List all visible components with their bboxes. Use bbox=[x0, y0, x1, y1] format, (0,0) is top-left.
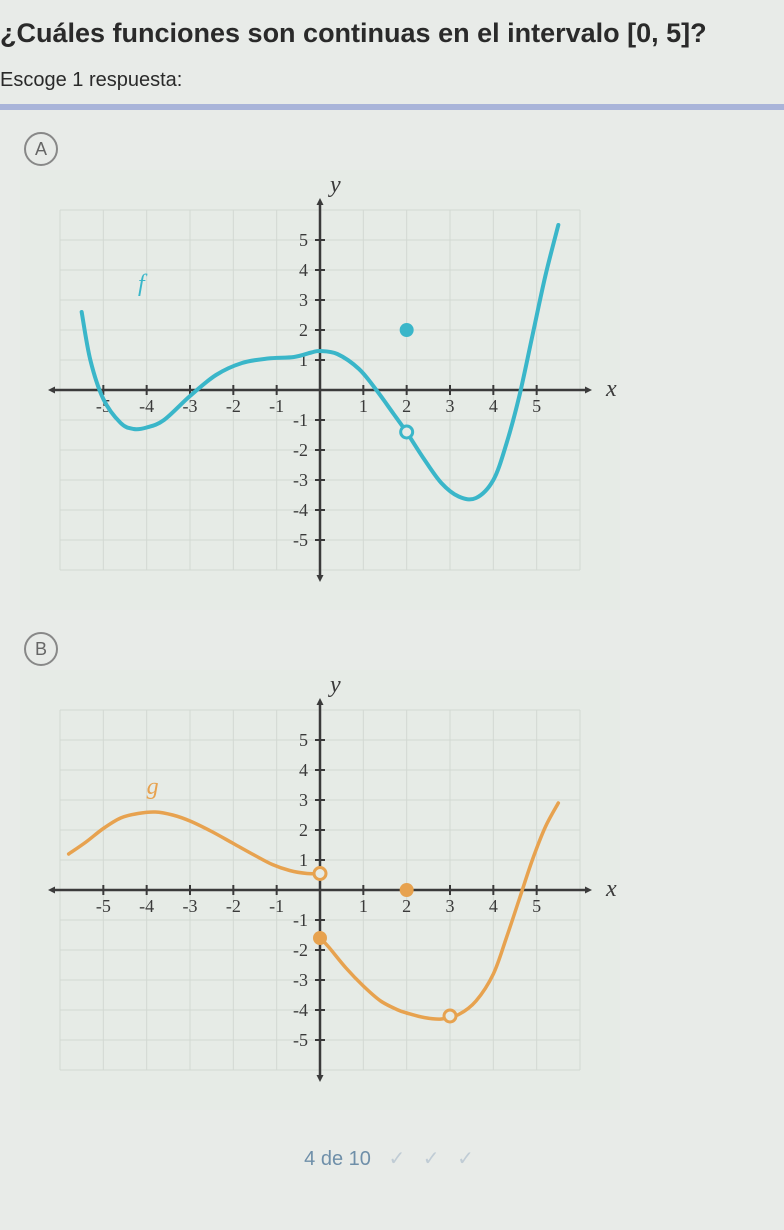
svg-text:5: 5 bbox=[532, 896, 541, 916]
svg-text:5: 5 bbox=[299, 730, 308, 750]
svg-text:-3: -3 bbox=[183, 896, 198, 916]
instruction-text: Escoge 1 respuesta: bbox=[0, 59, 784, 104]
divider bbox=[0, 104, 784, 110]
svg-text:-4: -4 bbox=[139, 396, 154, 416]
svg-text:3: 3 bbox=[446, 396, 455, 416]
svg-text:-2: -2 bbox=[293, 440, 308, 460]
svg-text:3: 3 bbox=[299, 290, 308, 310]
svg-text:3: 3 bbox=[299, 790, 308, 810]
option-b[interactable]: B -5 -4 -3 -2 -1 1 2 3 4 5 -5 -4 -3 -2 -1 1 2 3 4 5 x y g bbox=[0, 628, 784, 1110]
svg-text:5: 5 bbox=[299, 230, 308, 250]
question-text: ¿Cuáles funciones son continuas en el in… bbox=[0, 0, 784, 59]
progress-indicator: 4 de 10 ✓ ✓ ✓ bbox=[0, 1128, 784, 1189]
svg-text:g: g bbox=[147, 774, 159, 800]
svg-text:x: x bbox=[605, 876, 617, 902]
svg-text:-3: -3 bbox=[293, 470, 308, 490]
svg-text:-5: -5 bbox=[293, 1030, 308, 1050]
svg-text:-2: -2 bbox=[293, 940, 308, 960]
svg-text:2: 2 bbox=[299, 320, 308, 340]
svg-text:-2: -2 bbox=[226, 896, 241, 916]
svg-text:-4: -4 bbox=[139, 896, 154, 916]
svg-text:y: y bbox=[328, 172, 341, 198]
svg-text:-4: -4 bbox=[293, 1000, 308, 1020]
svg-text:-1: -1 bbox=[269, 396, 284, 416]
svg-text:2: 2 bbox=[402, 896, 411, 916]
svg-text:3: 3 bbox=[446, 896, 455, 916]
progress-checks: ✓ ✓ ✓ bbox=[388, 1148, 479, 1170]
svg-text:-3: -3 bbox=[293, 970, 308, 990]
svg-text:-4: -4 bbox=[293, 500, 308, 520]
svg-text:-5: -5 bbox=[293, 530, 308, 550]
svg-text:4: 4 bbox=[489, 896, 498, 916]
chart-a: -5-4-3-2-112345-5-4-3-2-112345xyf bbox=[20, 170, 784, 610]
option-b-badge: B bbox=[24, 632, 58, 666]
chart-b: -5 -4 -3 -2 -1 1 2 3 4 5 -5 -4 -3 -2 -1 1 2 3 4 5 x y g bbox=[20, 670, 784, 1110]
svg-text:1: 1 bbox=[359, 396, 368, 416]
svg-text:-1: -1 bbox=[269, 896, 284, 916]
svg-text:4: 4 bbox=[299, 260, 308, 280]
progress-label: 4 de 10 bbox=[304, 1148, 371, 1170]
svg-text:2: 2 bbox=[299, 820, 308, 840]
option-a[interactable]: A -5-4-3-2-112345-5-4-3-2-112345xyf bbox=[0, 128, 784, 610]
svg-text:-2: -2 bbox=[226, 396, 241, 416]
svg-text:-5: -5 bbox=[96, 896, 111, 916]
svg-text:1: 1 bbox=[359, 896, 368, 916]
svg-text:x: x bbox=[605, 376, 617, 402]
svg-text:4: 4 bbox=[299, 760, 308, 780]
option-a-badge: A bbox=[24, 132, 58, 166]
svg-text:2: 2 bbox=[402, 396, 411, 416]
svg-text:4: 4 bbox=[489, 396, 498, 416]
svg-text:1: 1 bbox=[299, 850, 308, 870]
svg-text:5: 5 bbox=[532, 396, 541, 416]
svg-text:-1: -1 bbox=[293, 410, 308, 430]
svg-text:-1: -1 bbox=[293, 910, 308, 930]
svg-text:y: y bbox=[328, 672, 341, 698]
